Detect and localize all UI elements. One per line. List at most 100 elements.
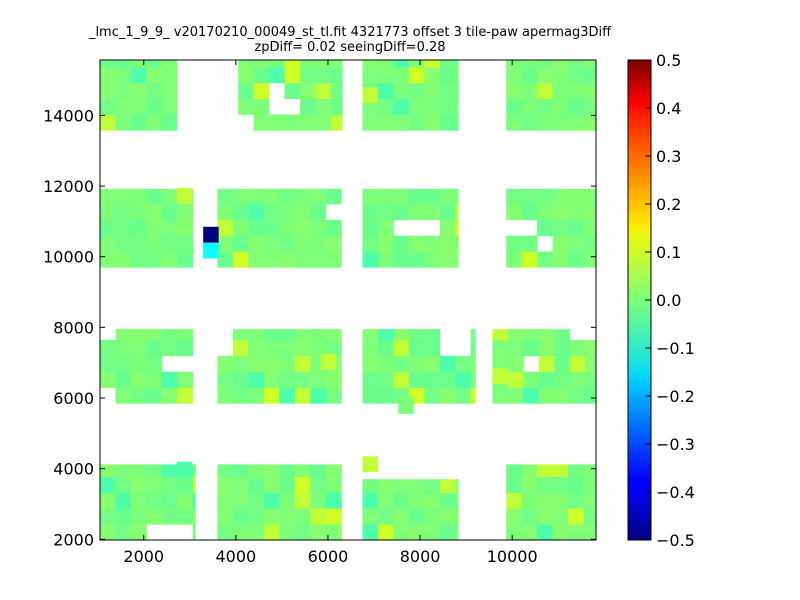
heatmap-cell bbox=[506, 67, 523, 84]
heatmap-cell bbox=[439, 492, 456, 509]
heatmap-cell bbox=[470, 371, 476, 388]
heatmap-cell bbox=[177, 508, 194, 525]
heatmap-cell bbox=[507, 371, 524, 388]
heatmap-cell bbox=[439, 60, 456, 68]
heatmap-cell bbox=[362, 67, 379, 84]
heatmap-cell bbox=[424, 251, 441, 268]
heatmap-cell bbox=[279, 355, 296, 372]
heatmap-cell bbox=[455, 82, 459, 99]
heatmap-cell bbox=[217, 464, 234, 478]
heatmap-cell bbox=[568, 235, 584, 252]
colorbar-tick-label: −0.4 bbox=[656, 483, 695, 502]
heatmap-cell bbox=[552, 524, 569, 540]
heatmap-cell bbox=[217, 355, 234, 372]
heatmap-cell bbox=[263, 251, 280, 268]
heatmap-cell bbox=[232, 188, 249, 205]
heatmap-cell bbox=[279, 492, 296, 509]
x-tick-label: 2000 bbox=[123, 547, 164, 566]
y-tick-label: 10000 bbox=[43, 248, 94, 267]
heatmap-cell bbox=[378, 508, 394, 525]
heatmap-cell bbox=[552, 204, 569, 221]
heatmap-cell bbox=[393, 82, 410, 99]
heatmap-cell bbox=[568, 251, 584, 268]
heatmap-cell bbox=[408, 67, 425, 84]
heatmap-cell bbox=[294, 387, 311, 404]
heatmap-cell bbox=[554, 340, 571, 357]
heatmap-cell bbox=[341, 524, 342, 540]
heatmap-cell bbox=[248, 355, 265, 372]
heatmap-cell bbox=[248, 329, 265, 341]
heatmap-cell bbox=[455, 479, 459, 493]
heatmap-cell bbox=[161, 492, 178, 509]
heatmap-cell bbox=[492, 387, 509, 404]
x-tick-label: 4000 bbox=[215, 547, 256, 566]
heatmap-cell bbox=[408, 114, 425, 131]
heatmap-cell bbox=[130, 476, 147, 493]
heatmap-cell bbox=[161, 204, 178, 221]
heatmap-cell bbox=[263, 476, 280, 493]
colorbar-tick-label: −0.3 bbox=[656, 435, 695, 454]
heatmap-cell bbox=[537, 98, 553, 115]
heatmap-cell bbox=[263, 340, 280, 357]
heatmap-cell bbox=[130, 387, 147, 404]
heatmap-cell bbox=[115, 476, 132, 493]
heatmap-cell bbox=[325, 371, 342, 388]
heatmap-cell bbox=[393, 188, 410, 205]
heatmap-cell bbox=[455, 235, 459, 252]
heatmap-cell bbox=[341, 492, 342, 509]
heatmap-cell bbox=[507, 387, 524, 404]
colorbar-tick-label: 0.3 bbox=[656, 147, 681, 166]
heatmap-cell bbox=[217, 371, 234, 388]
heatmap-cell bbox=[161, 60, 178, 68]
heatmap-cell bbox=[492, 340, 509, 357]
heatmap-cell bbox=[393, 114, 410, 131]
heatmap-cell bbox=[455, 371, 472, 388]
heatmap-cell bbox=[115, 98, 132, 115]
heatmap-cell bbox=[310, 371, 327, 388]
heatmap-cell bbox=[115, 524, 132, 540]
heatmap-cell bbox=[161, 98, 178, 115]
colorbar-tick-label: −0.5 bbox=[656, 531, 695, 550]
heatmap-cell bbox=[310, 508, 327, 525]
heatmap-cell bbox=[232, 340, 249, 357]
heatmap-cell bbox=[378, 98, 394, 115]
heatmap-cell bbox=[176, 461, 193, 478]
heatmap-cell bbox=[279, 508, 296, 525]
heatmap-cell bbox=[424, 340, 441, 357]
heatmap-cell bbox=[310, 235, 327, 252]
heatmap-cell bbox=[232, 492, 249, 509]
heatmap-cell bbox=[455, 67, 459, 84]
heatmap-cell bbox=[310, 188, 327, 205]
heatmap-cell bbox=[408, 508, 425, 525]
heatmap-cell bbox=[398, 398, 414, 414]
heatmap-cell bbox=[492, 368, 508, 384]
heatmap-cell bbox=[362, 251, 379, 268]
heatmap-cell bbox=[424, 235, 441, 252]
heatmap-cell bbox=[552, 67, 569, 84]
heatmap-cell bbox=[538, 340, 555, 357]
heatmap-cell bbox=[146, 251, 163, 268]
heatmap-cell bbox=[248, 371, 265, 388]
heatmap-cell bbox=[408, 204, 425, 221]
heatmap-cell bbox=[310, 329, 327, 341]
y-tick-label: 6000 bbox=[53, 389, 94, 408]
heatmap-cell bbox=[583, 114, 596, 131]
heatmap-cell bbox=[161, 67, 178, 84]
heatmap-cell bbox=[192, 476, 196, 493]
heatmap-cell bbox=[146, 476, 163, 493]
heatmap-cell bbox=[315, 98, 332, 115]
heatmap-cell bbox=[146, 464, 163, 478]
heatmap-cell bbox=[537, 114, 553, 131]
heatmap-cell bbox=[146, 387, 163, 404]
heatmap-cell bbox=[232, 251, 249, 268]
heatmap-cell bbox=[279, 235, 296, 252]
heatmap-cell bbox=[537, 524, 553, 540]
heatmap-cell bbox=[146, 67, 163, 84]
heatmap-cell bbox=[583, 524, 596, 540]
heatmap-cell bbox=[115, 114, 132, 131]
heatmap-cell bbox=[521, 508, 538, 525]
heatmap-cell bbox=[263, 235, 280, 252]
heatmap-cell bbox=[583, 235, 596, 252]
heatmap-cell bbox=[325, 387, 342, 404]
heatmap-cell bbox=[506, 492, 523, 509]
